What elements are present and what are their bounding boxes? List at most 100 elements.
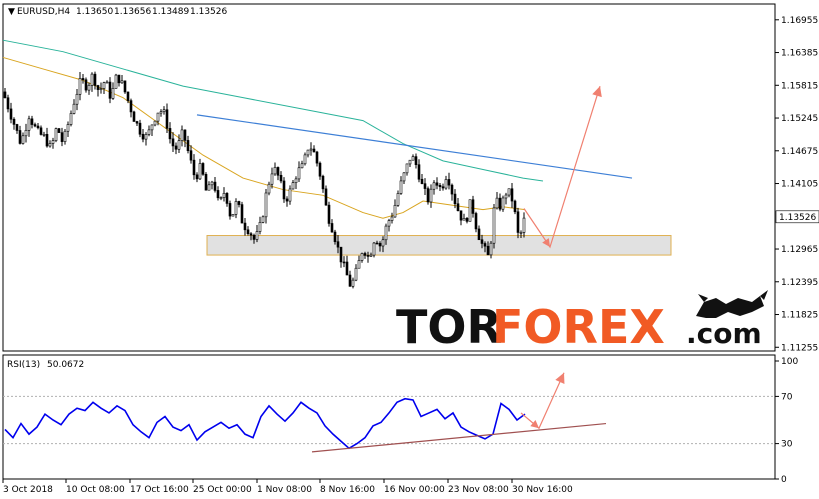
candle-body: [483, 243, 487, 247]
candle-body: [210, 181, 214, 186]
rsi-panel: 100 70 30 0 RSI(13) 50.0672: [2, 354, 798, 485]
candle-body: [213, 181, 217, 191]
candle-body: [162, 109, 166, 112]
high-value: 1.13656: [114, 7, 151, 17]
candle-body: [471, 199, 475, 214]
candle-body: [102, 82, 106, 89]
candle-body: [24, 130, 28, 137]
current-price-label: 1.13526: [779, 213, 816, 223]
price-tick-label: 1.15815: [781, 81, 818, 91]
time-tick-label: 3 Oct 2018: [3, 485, 53, 495]
candle-body: [381, 239, 385, 247]
candle-body: [414, 156, 418, 166]
candle-body: [513, 200, 517, 213]
logo-tor: TOR: [396, 300, 502, 354]
candle-body: [216, 190, 220, 199]
candle-body: [330, 223, 334, 233]
logo-domain: .com: [686, 317, 762, 350]
candle-body: [12, 118, 16, 125]
candle-body: [54, 128, 58, 141]
candle-body: [462, 218, 466, 221]
candle-body: [474, 213, 478, 230]
support-zone-rect: [206, 235, 672, 256]
rsi-value: 50.0672: [47, 360, 84, 370]
candle-body: [144, 134, 148, 140]
rsi-tick-label: 100: [781, 357, 798, 367]
candle-body: [288, 188, 292, 202]
candle-body: [75, 93, 79, 105]
candle-body: [348, 274, 352, 287]
candle-body: [51, 140, 55, 144]
candle-body: [69, 113, 73, 125]
candle-body: [234, 201, 238, 215]
candle-body: [510, 188, 514, 202]
candle-body: [36, 125, 40, 129]
time-tick-label: 23 Nov 08:00: [448, 485, 509, 495]
candle-body: [384, 225, 388, 241]
candle-body: [243, 222, 247, 231]
candle-body: [306, 149, 310, 156]
candle-body: [111, 88, 115, 99]
candle-body: [84, 79, 88, 91]
candle-body: [45, 134, 49, 147]
candle-body: [501, 197, 505, 210]
candle-body: [9, 108, 13, 120]
candle-body: [18, 130, 22, 144]
candle-body: [456, 203, 460, 212]
candle-body: [48, 143, 52, 147]
candle-body: [480, 239, 484, 244]
header-arrow-icon[interactable]: ▼: [8, 7, 15, 17]
candle-body: [81, 78, 85, 81]
resistance-trendline: [196, 114, 633, 179]
bull-bear-icon: [696, 290, 768, 318]
candle-body: [189, 150, 193, 161]
candle-body: [279, 174, 283, 182]
candle-body: [486, 245, 490, 256]
candle-body: [174, 145, 178, 150]
price-panel: 1.16955 1.16385 1.15815 1.15245 1.14675 1.141…: [2, 3, 819, 354]
candle-body: [411, 156, 415, 161]
candle-body: [201, 163, 205, 175]
candle-body: [3, 91, 7, 99]
candle-body: [303, 154, 307, 165]
candle-body: [177, 140, 181, 150]
rsi-tick-label: 70: [781, 392, 793, 402]
candle-body: [426, 188, 430, 203]
rsi-arrow-head: [555, 372, 565, 384]
candle-body: [336, 241, 340, 248]
logo-forex: FOREX: [492, 300, 665, 354]
candle-body: [135, 121, 139, 124]
candle-body: [270, 173, 274, 185]
rsi-trendline: [311, 422, 607, 453]
candle-body: [519, 232, 523, 234]
candle-body: [246, 229, 250, 234]
candle-body: [393, 204, 397, 218]
time-tick-label: 17 Oct 16:00: [130, 485, 189, 495]
close-value: 1.13526: [190, 7, 227, 17]
candle-body: [354, 267, 358, 281]
candle-body: [390, 216, 394, 221]
candle-body: [507, 188, 511, 196]
candle-body: [297, 167, 301, 180]
candle-body: [114, 74, 118, 89]
candle-body: [57, 128, 61, 133]
candle-body: [327, 204, 331, 224]
current-price-box: [775, 210, 819, 224]
candle-body: [183, 129, 187, 141]
resistance-trendline-path: [196, 114, 633, 179]
candle-body: [180, 129, 184, 141]
price-tick-label: 1.14105: [781, 180, 818, 190]
candle-body: [27, 118, 31, 131]
ma-slow-line: [2, 39, 544, 182]
rsi-levels: [3, 395, 775, 445]
candle-body: [87, 84, 91, 91]
candle-body: [312, 148, 316, 153]
candle-body: [405, 163, 409, 174]
candle-body: [285, 198, 289, 202]
candle-body: [420, 178, 424, 184]
candle-body: [321, 175, 325, 190]
ma-fast-path: [2, 56, 526, 219]
candle-body: [231, 213, 235, 217]
candle-body: [129, 100, 133, 113]
